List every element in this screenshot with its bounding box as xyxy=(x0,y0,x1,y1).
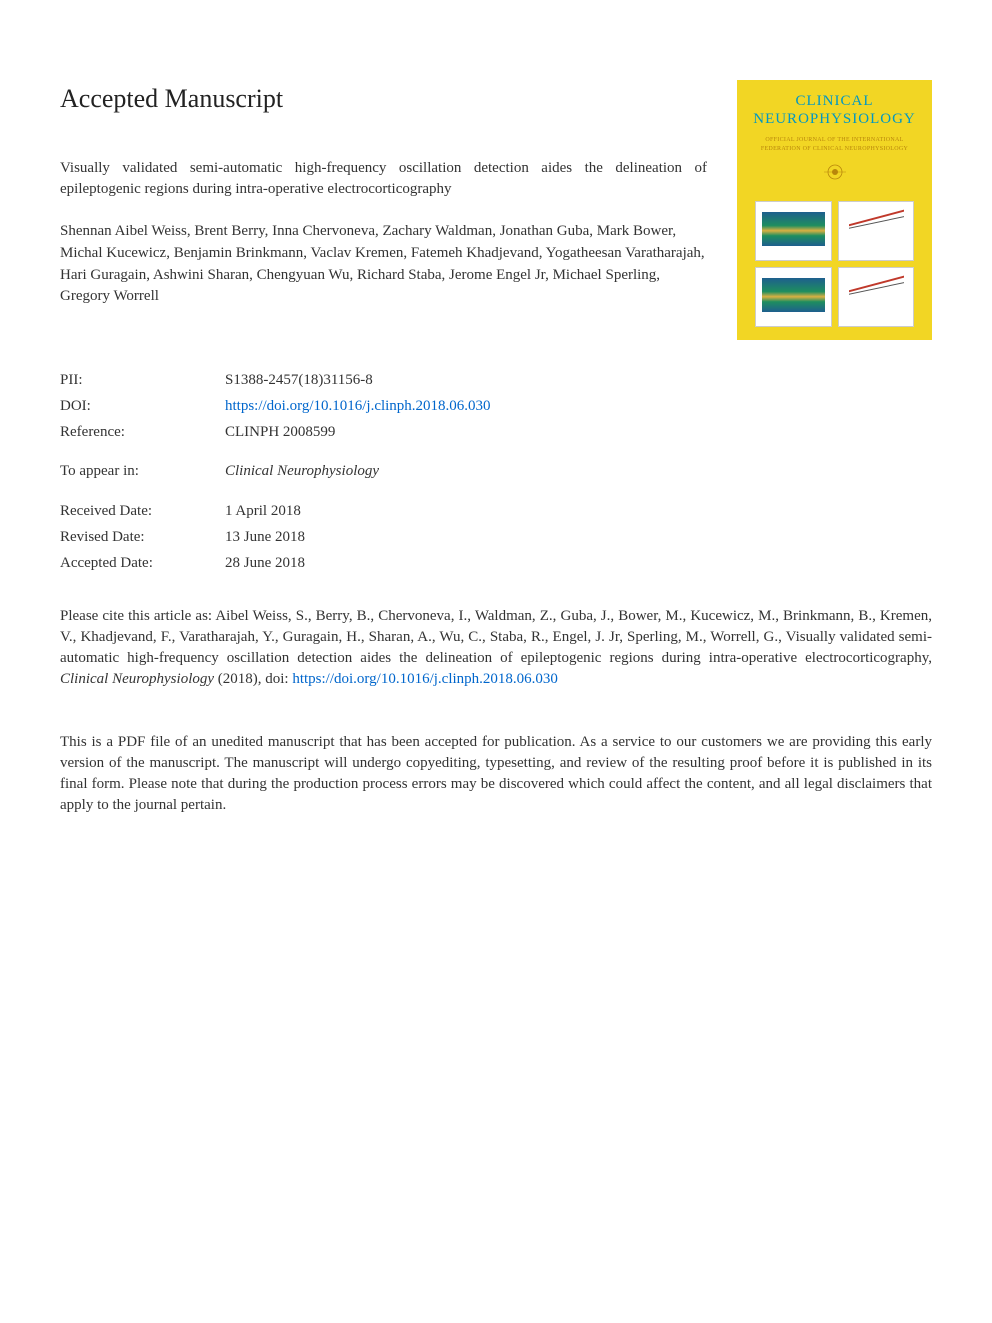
meta-value-revised: 13 June 2018 xyxy=(225,527,932,549)
meta-label-received: Received Date: xyxy=(60,501,225,523)
meta-value-appear: Clinical Neurophysiology xyxy=(225,461,932,483)
meta-row-doi: DOI: https://doi.org/10.1016/j.clinph.20… xyxy=(60,396,932,418)
meta-value-pii: S1388-2457(18)31156-8 xyxy=(225,370,932,392)
disclaimer-text: This is a PDF file of an unedited manusc… xyxy=(60,732,932,816)
meta-label-accepted: Accepted Date: xyxy=(60,553,225,575)
citation-journal: Clinical Neurophysiology xyxy=(60,671,214,687)
meta-label-appear: To appear in: xyxy=(60,461,225,483)
doi-link[interactable]: https://doi.org/10.1016/j.clinph.2018.06… xyxy=(225,398,491,414)
cover-emblem xyxy=(737,155,932,201)
cover-fig-2 xyxy=(838,201,915,261)
cover-figures xyxy=(737,201,932,341)
meta-row-accepted: Accepted Date: 28 June 2018 xyxy=(60,553,932,575)
header-row: Accepted Manuscript Visually validated s… xyxy=(60,80,932,340)
meta-label-pii: PII: xyxy=(60,370,225,392)
meta-value-accepted: 28 June 2018 xyxy=(225,553,932,575)
cover-title-line1: CLINICAL xyxy=(745,92,924,110)
cover-subtitle: OFFICIAL JOURNAL OF THE INTERNATIONAL FE… xyxy=(737,134,932,155)
journal-cover: CLINICAL NEUROPHYSIOLOGY OFFICIAL JOURNA… xyxy=(737,80,932,340)
meta-row-received: Received Date: 1 April 2018 xyxy=(60,501,932,523)
meta-label-reference: Reference: xyxy=(60,422,225,444)
cover-fig-3 xyxy=(755,267,832,327)
authors: Shennan Aibel Weiss, Brent Berry, Inna C… xyxy=(60,221,707,308)
cover-title: CLINICAL NEUROPHYSIOLOGY xyxy=(737,80,932,134)
cover-fig-4 xyxy=(838,267,915,327)
citation-text: Please cite this article as: Aibel Weiss… xyxy=(60,606,932,690)
meta-label-revised: Revised Date: xyxy=(60,527,225,549)
citation-year-doi: (2018), doi: xyxy=(214,671,292,687)
header-left: Accepted Manuscript Visually validated s… xyxy=(60,80,737,333)
meta-value-doi: https://doi.org/10.1016/j.clinph.2018.06… xyxy=(225,396,932,418)
meta-row-revised: Revised Date: 13 June 2018 xyxy=(60,527,932,549)
cover-fig-1 xyxy=(755,201,832,261)
page-heading: Accepted Manuscript xyxy=(60,80,707,118)
citation-doi-link[interactable]: https://doi.org/10.1016/j.clinph.2018.06… xyxy=(292,671,558,687)
cover-title-line2: NEUROPHYSIOLOGY xyxy=(745,110,924,128)
metadata-table: PII: S1388-2457(18)31156-8 DOI: https://… xyxy=(60,370,932,574)
meta-value-received: 1 April 2018 xyxy=(225,501,932,523)
meta-row-pii: PII: S1388-2457(18)31156-8 xyxy=(60,370,932,392)
meta-label-doi: DOI: xyxy=(60,396,225,418)
cover-footer xyxy=(737,341,932,355)
meta-value-reference: CLINPH 2008599 xyxy=(225,422,932,444)
article-title: Visually validated semi-automatic high-f… xyxy=(60,158,707,202)
citation-prefix: Please cite this article as: Aibel Weiss… xyxy=(60,608,932,666)
meta-row-reference: Reference: CLINPH 2008599 xyxy=(60,422,932,444)
meta-row-appear: To appear in: Clinical Neurophysiology xyxy=(60,461,932,483)
